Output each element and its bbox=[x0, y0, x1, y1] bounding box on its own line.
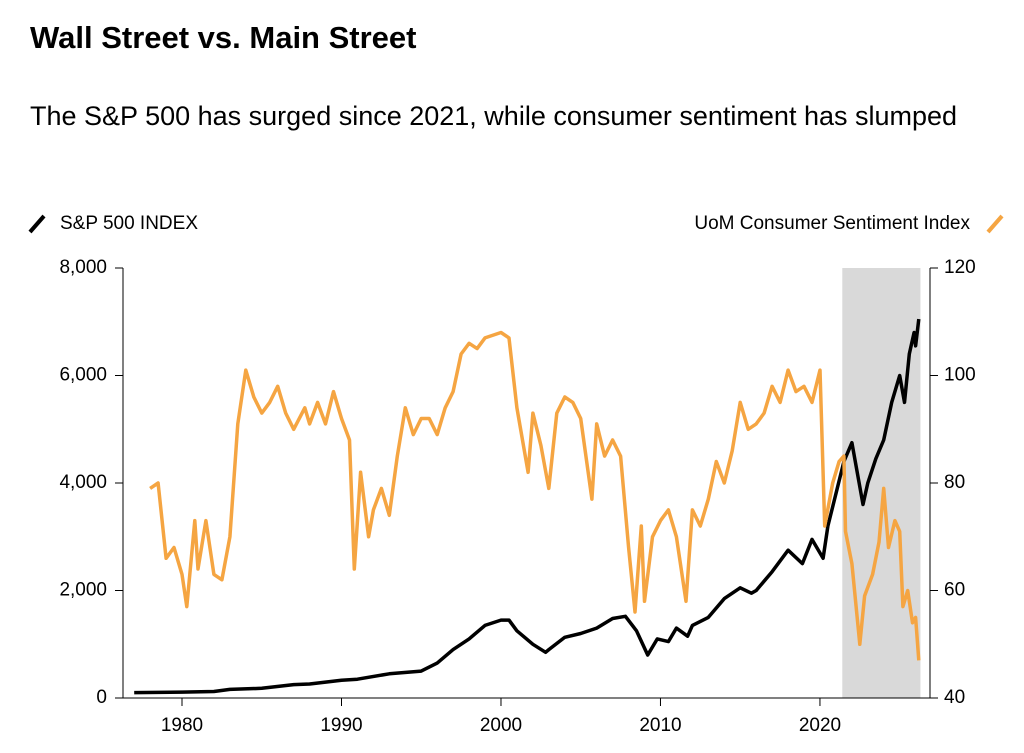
legend-swatch bbox=[28, 214, 46, 234]
y2-tick-label: 40 bbox=[944, 687, 965, 708]
x-tick-label: 1990 bbox=[320, 715, 362, 736]
chart-title: Wall Street vs. Main Street bbox=[30, 20, 417, 55]
chart-subtitle: The S&P 500 has surged since 2021, while… bbox=[30, 101, 958, 131]
y-tick-label: 8,000 bbox=[59, 257, 107, 278]
x-tick-label: 1980 bbox=[161, 715, 203, 736]
y-tick-label: 0 bbox=[96, 687, 107, 708]
y2-tick-label: 100 bbox=[944, 365, 976, 386]
x-tick-label: 2010 bbox=[639, 715, 681, 736]
x-tick-label: 2020 bbox=[799, 715, 841, 736]
legend-swatch bbox=[986, 214, 1004, 234]
shaded-period bbox=[842, 268, 921, 698]
legend-label: S&P 500 INDEX bbox=[60, 213, 198, 234]
y-tick-label: 6,000 bbox=[59, 365, 107, 386]
y2-tick-label: 80 bbox=[944, 472, 965, 493]
y-tick-label: 4,000 bbox=[59, 472, 107, 493]
legend-label: UoM Consumer Sentiment Index bbox=[694, 213, 970, 234]
x-tick-label: 2000 bbox=[480, 715, 522, 736]
y-tick-label: 2,000 bbox=[59, 580, 107, 601]
series-line bbox=[149, 330, 921, 661]
y2-tick-label: 60 bbox=[944, 580, 965, 601]
series-line bbox=[134, 318, 921, 695]
y2-tick-label: 120 bbox=[944, 257, 976, 278]
